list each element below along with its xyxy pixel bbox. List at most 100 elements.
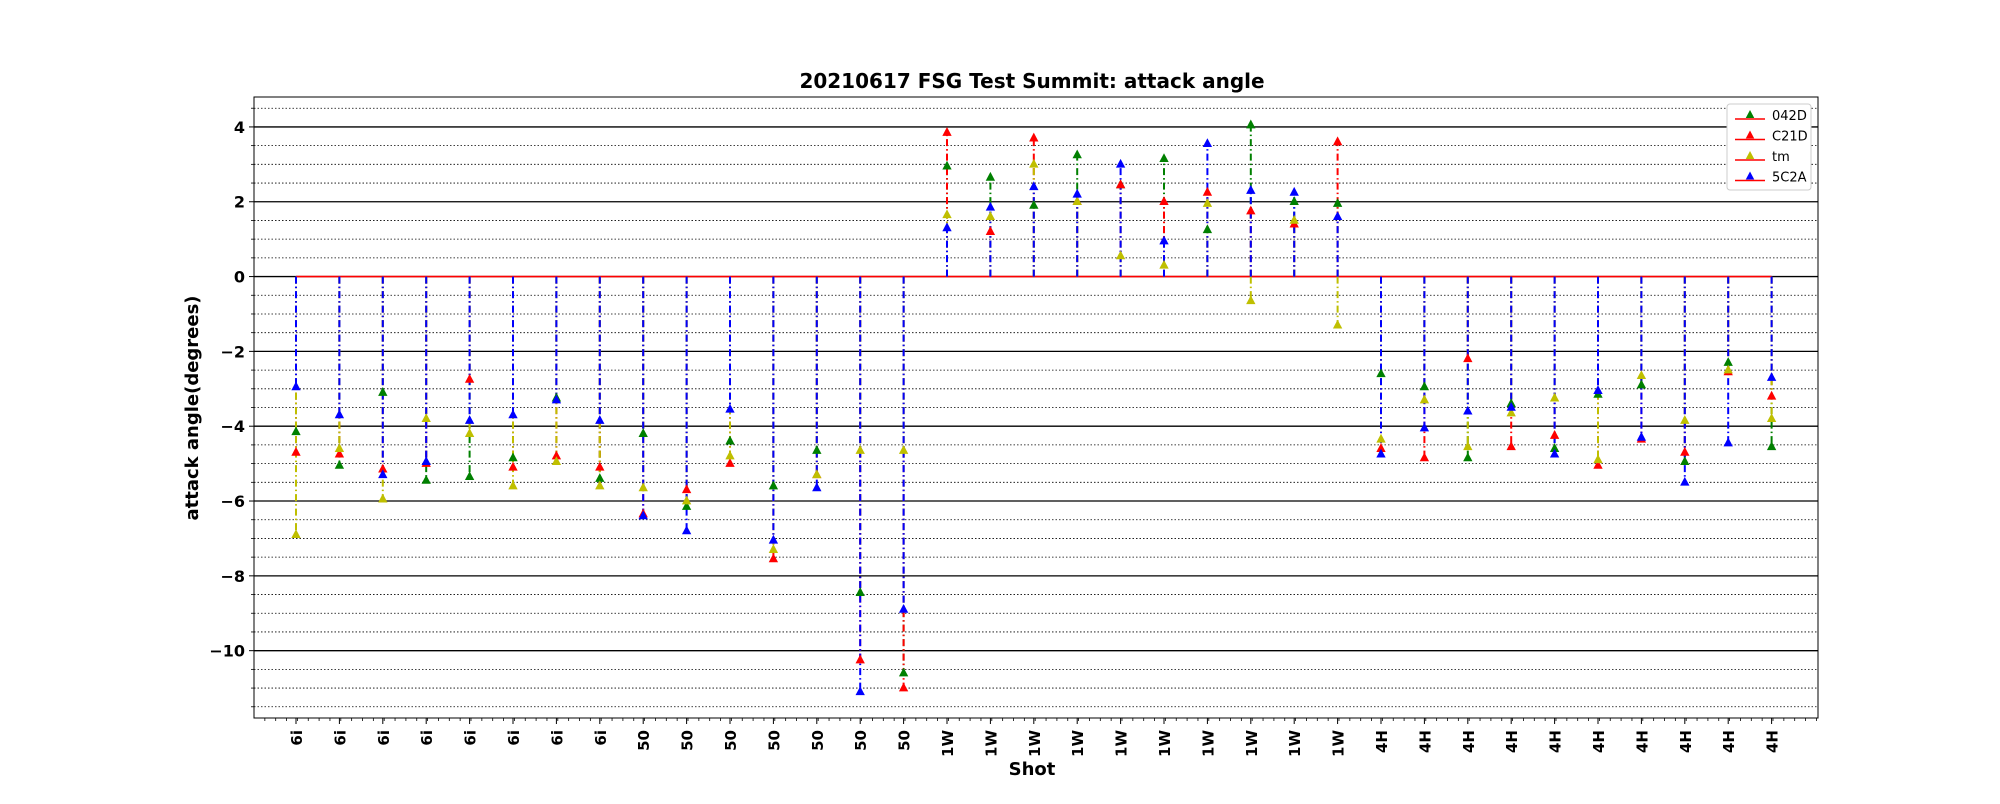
x-tick-label: 6i	[418, 730, 436, 746]
marker-tm	[985, 211, 996, 221]
marker-042d	[812, 445, 822, 454]
marker-5c2a	[1029, 181, 1039, 191]
marker-042d	[1723, 357, 1733, 366]
marker-042d	[1766, 441, 1777, 451]
x-tick-label: 1W	[1286, 730, 1304, 757]
marker-tm	[942, 209, 952, 219]
marker-5c2a	[1419, 422, 1430, 432]
marker-c21d	[1029, 132, 1039, 142]
marker-5c2a	[1593, 385, 1603, 394]
marker-tm	[1723, 364, 1733, 374]
marker-042d	[638, 428, 648, 437]
marker-c21d	[1419, 452, 1430, 462]
marker-5c2a	[1680, 476, 1690, 486]
x-tick-label: 6i	[548, 730, 566, 746]
marker-042d	[1332, 198, 1343, 207]
marker-042d	[1636, 379, 1647, 389]
marker-042d	[1029, 199, 1039, 209]
x-tick-label: 4H	[1677, 730, 1695, 753]
x-tick-label: 4H	[1590, 730, 1608, 753]
marker-c21d	[898, 682, 909, 692]
grid-lines	[254, 107, 1818, 708]
marker-042d	[942, 160, 952, 170]
marker-c21d	[291, 446, 301, 456]
marker-tm	[1376, 433, 1386, 443]
series-stems	[295, 125, 1773, 692]
marker-042d	[898, 667, 909, 677]
y-tick-label: 2	[234, 193, 245, 212]
x-tick-label: 50	[679, 730, 697, 751]
marker-c21d	[464, 373, 475, 383]
x-tick-label: 4H	[1460, 730, 1478, 753]
marker-tm	[1506, 407, 1516, 417]
marker-042d	[378, 387, 388, 396]
marker-042d	[1419, 381, 1430, 391]
marker-5c2a	[1506, 402, 1516, 411]
marker-042d	[768, 480, 779, 490]
x-tick-label: 4H	[1503, 730, 1521, 753]
x-tick-label: 1W	[939, 730, 957, 757]
y-tick-label: −4	[220, 417, 245, 436]
axes: 4 2 0 −2 −4 −6 −8 −10 6i 6i 6i 6i 6i 6i 6i 6i 50 50 50 50 50…	[209, 96, 1819, 757]
marker-c21d	[1549, 430, 1560, 439]
x-tick-label: 6i	[505, 730, 523, 746]
marker-042d	[1463, 452, 1473, 462]
marker-5c2a	[855, 686, 865, 696]
marker-tm	[421, 413, 431, 423]
chart-title: 20210617 FSG Test Summit: attack angle	[799, 69, 1264, 93]
marker-5c2a	[681, 525, 692, 535]
marker-042d	[1159, 153, 1169, 163]
marker-tm	[1115, 250, 1126, 260]
marker-c21d	[1376, 443, 1386, 452]
x-tick-label: 4H	[1633, 730, 1651, 753]
marker-5c2a	[421, 456, 431, 466]
marker-5c2a	[595, 415, 605, 424]
marker-5c2a	[551, 394, 562, 404]
marker-5c2a	[1332, 211, 1343, 221]
legend-label-5c2a: 5C2A	[1772, 171, 1807, 186]
marker-5c2a	[1159, 235, 1169, 245]
x-tick-label: 6i	[592, 730, 610, 746]
marker-5c2a	[812, 482, 822, 492]
marker-c21d	[681, 484, 692, 494]
marker-042d	[508, 452, 518, 462]
marker-tm	[1159, 259, 1169, 269]
marker-c21d	[378, 463, 388, 473]
marker-c21d	[595, 461, 605, 471]
marker-042d	[291, 426, 301, 436]
series-markers	[291, 119, 1777, 696]
marker-tm	[334, 443, 345, 452]
y-tick-label: −2	[220, 342, 245, 361]
marker-042d	[1680, 456, 1690, 466]
marker-tm	[1072, 196, 1082, 206]
marker-5c2a	[1766, 372, 1777, 381]
marker-c21d	[551, 450, 562, 460]
marker-tm	[464, 428, 475, 437]
y-tick-label: −10	[209, 642, 245, 661]
marker-5c2a	[942, 222, 952, 232]
marker-5c2a	[725, 403, 735, 413]
marker-042d	[1549, 443, 1560, 452]
marker-tm	[725, 450, 735, 460]
marker-tm	[551, 456, 562, 466]
legend-label-tm: tm	[1772, 150, 1790, 165]
marker-042d	[725, 435, 735, 445]
legend-marker-tm	[1745, 151, 1755, 159]
marker-c21d	[725, 458, 735, 467]
x-axis-label: Shot	[1009, 759, 1056, 780]
x-tick-label: 1W	[1330, 730, 1348, 757]
x-tick-label: 1W	[1069, 730, 1087, 757]
marker-tm	[1680, 415, 1690, 424]
legend-marker-042d	[1745, 110, 1755, 118]
marker-5c2a	[1549, 448, 1560, 458]
marker-042d	[1202, 224, 1213, 234]
marker-tm	[638, 482, 648, 492]
marker-042d	[985, 171, 996, 181]
marker-c21d	[1159, 196, 1169, 206]
marker-5c2a	[1202, 138, 1213, 148]
x-tick-label: 6i	[375, 730, 393, 746]
marker-tm	[812, 469, 822, 479]
x-tick-label: 4H	[1373, 730, 1391, 753]
y-tick-label: 4	[234, 118, 245, 137]
